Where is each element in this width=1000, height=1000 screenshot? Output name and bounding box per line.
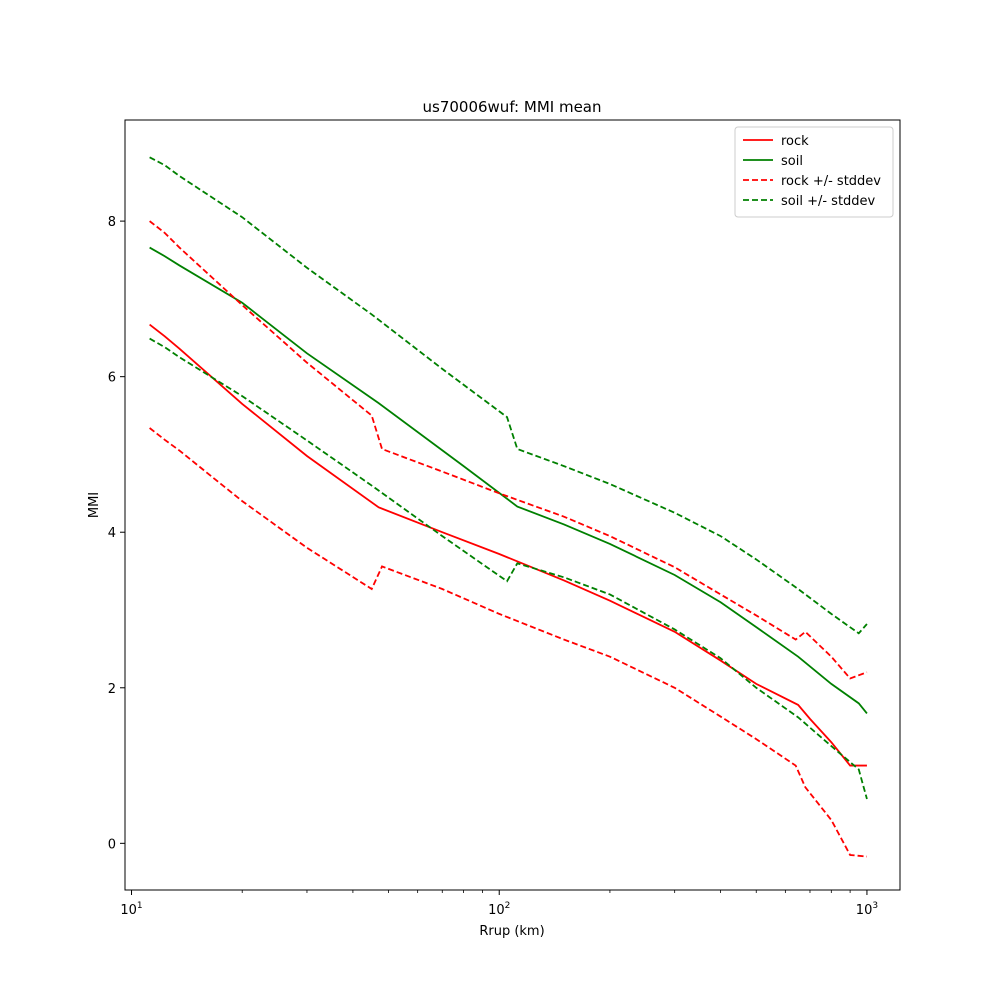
- y-tick-label: 8: [108, 215, 116, 230]
- x-tick-label: 103: [856, 901, 878, 918]
- series-line-0: [149, 323, 867, 767]
- y-tick-label: 2: [108, 682, 116, 697]
- legend-label: rock: [781, 134, 809, 149]
- y-tick-label: 4: [108, 526, 116, 541]
- series-line-5: [149, 337, 868, 800]
- series-line-2: [149, 220, 868, 680]
- series-line-1: [149, 246, 868, 715]
- x-axis: 101 102 103: [120, 890, 878, 918]
- y-tick-label: 0: [108, 837, 116, 852]
- legend: rock soil rock +/- stddev soil +/- stddev: [734, 126, 894, 218]
- legend-label: soil: [781, 154, 803, 169]
- y-axis-label: MMI: [87, 492, 102, 518]
- x-axis-label: Rrup (km): [479, 924, 544, 939]
- legend-box: [734, 126, 894, 218]
- chart-title: us70006wuf: MMI mean: [423, 98, 602, 116]
- axes-frame: [124, 119, 901, 891]
- plot-area: [149, 156, 868, 858]
- x-tick-label: 102: [488, 901, 510, 918]
- y-tick-label: 6: [108, 371, 116, 386]
- legend-label: soil +/- stddev: [781, 194, 876, 209]
- y-axis: 0 2 4 6 8: [108, 215, 125, 852]
- series-line-3: [149, 427, 868, 858]
- x-tick-label: 101: [120, 901, 142, 918]
- series-line-4: [149, 156, 868, 635]
- legend-label: rock +/- stddev: [781, 174, 881, 189]
